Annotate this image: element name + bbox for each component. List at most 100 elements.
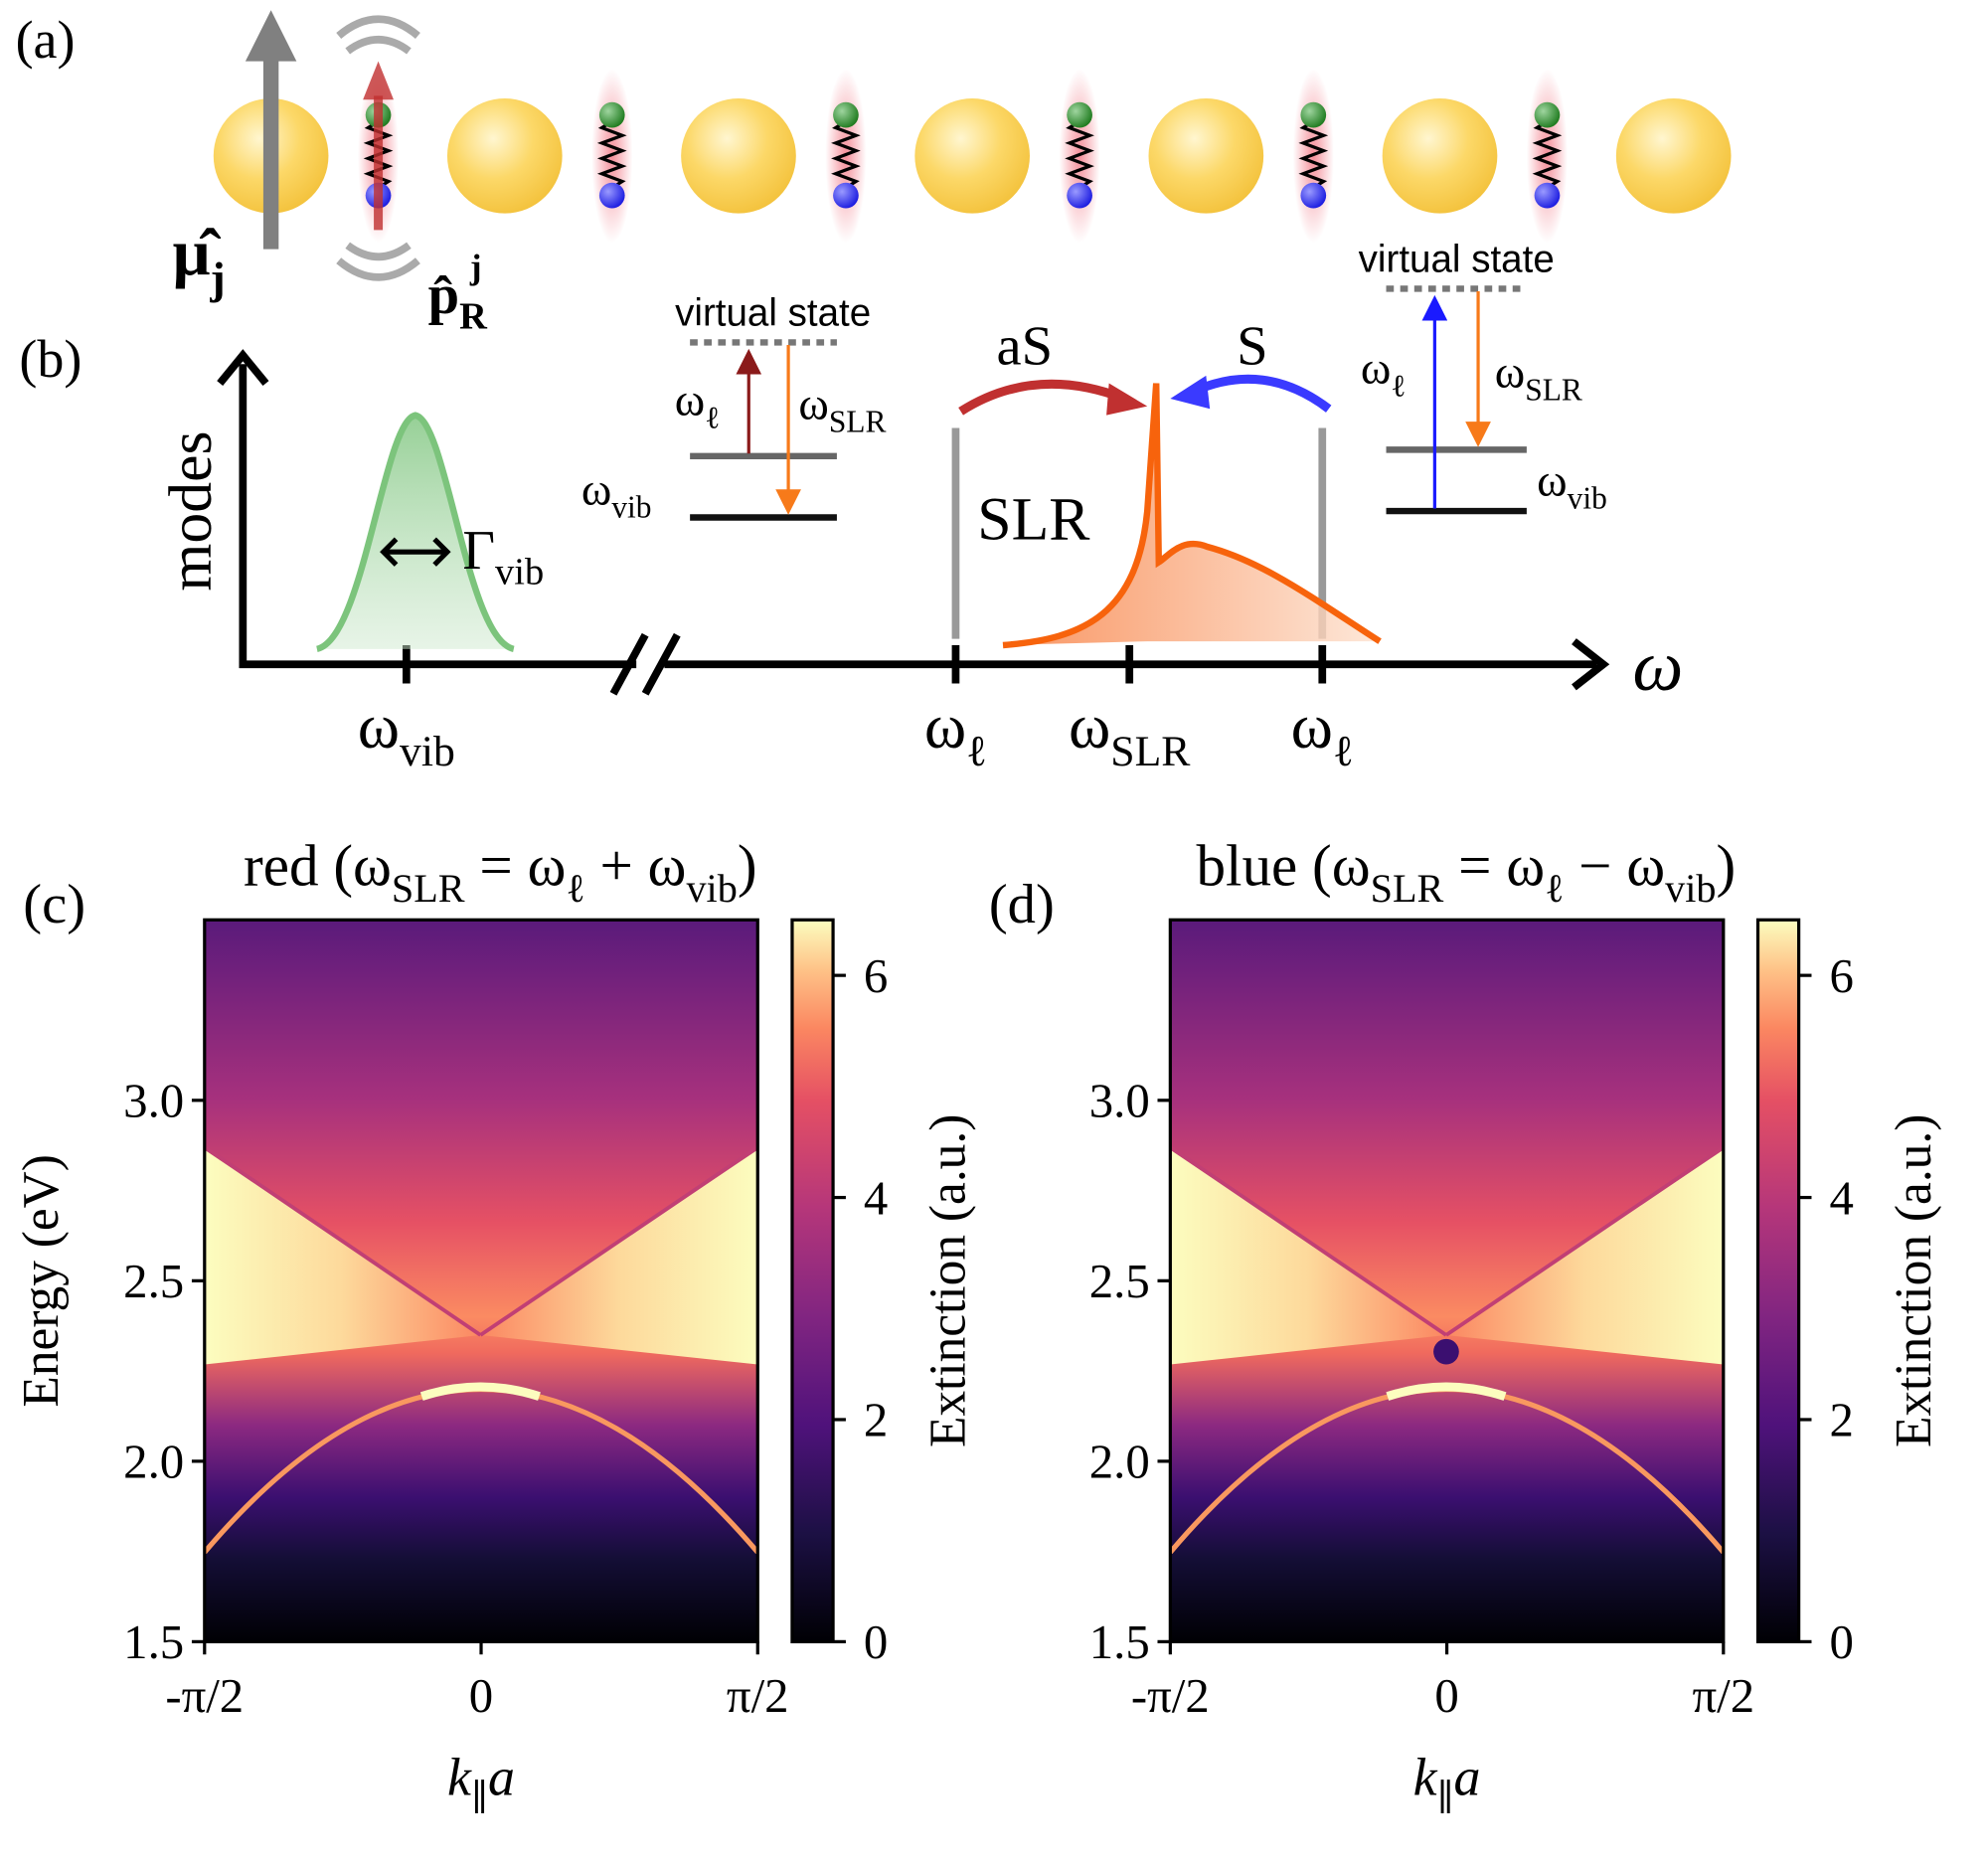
y-tick-label: 1.5 bbox=[1089, 1614, 1150, 1669]
y-tick-label: 3.0 bbox=[123, 1074, 184, 1128]
colorbar-tick-label: 2 bbox=[864, 1393, 888, 1447]
x-tick-label-sub: ℓ bbox=[1333, 728, 1354, 775]
linewidth-label-sub: vib bbox=[495, 552, 544, 593]
colorbar-label: Extinction (a.u.) bbox=[919, 1114, 976, 1447]
x-axis-label-run: ω bbox=[1633, 626, 1684, 706]
emission-label-run: ω bbox=[1495, 347, 1525, 398]
x-tick-label-run: ω bbox=[358, 691, 400, 762]
x-tick-label: π/2 bbox=[727, 1668, 789, 1723]
raman-label: p̂Rj bbox=[428, 248, 488, 338]
x-axis-label-run: k bbox=[447, 1748, 472, 1807]
anti-stokes-label: aS bbox=[997, 315, 1054, 377]
colorbar-tick-label: 6 bbox=[1829, 948, 1853, 1003]
x-tick-label-run: ω bbox=[1069, 691, 1110, 762]
y-axis-label-run: modes bbox=[157, 431, 225, 592]
panel-title-sub: vib bbox=[1665, 866, 1716, 911]
pump-label: ωℓ bbox=[675, 376, 721, 435]
x-tick-label: 0 bbox=[1434, 1668, 1458, 1723]
panel-title-run: − bbox=[1564, 833, 1626, 899]
colorbar bbox=[790, 918, 835, 1643]
x-tick-label-sub: vib bbox=[400, 728, 455, 775]
x-tick-label-run: ω bbox=[1291, 691, 1333, 762]
x-axis-label-run: k bbox=[1413, 1748, 1438, 1807]
panel-title-run: ω bbox=[1626, 833, 1665, 899]
pump-label-run: ω bbox=[675, 376, 705, 426]
pump-label-run: ω bbox=[1361, 344, 1391, 395]
raman-label-run: p̂ bbox=[428, 264, 459, 326]
emission-label-run: ω bbox=[798, 380, 828, 430]
x-axis-label-run: a bbox=[1454, 1748, 1481, 1807]
panel-label-run: (b) bbox=[19, 329, 82, 389]
colorbar-tick-label: 0 bbox=[1829, 1614, 1853, 1669]
x-axis-label-run: a bbox=[488, 1748, 515, 1807]
panel-label-run: (c) bbox=[23, 874, 85, 935]
x-axis-label-sub: ∥ bbox=[471, 1778, 488, 1818]
y-axis-label: modes bbox=[157, 431, 225, 592]
stokes-label: S bbox=[1237, 315, 1267, 377]
anti-stokes-label-run: aS bbox=[997, 315, 1054, 377]
panel-title-run: ) bbox=[1717, 833, 1737, 899]
mode-axes bbox=[217, 349, 1610, 696]
slr-label: SLR bbox=[977, 485, 1090, 553]
panel-title-sub: ℓ bbox=[1545, 866, 1564, 911]
pump-label: ωℓ bbox=[1361, 344, 1407, 404]
x-axis-label-sub: ∥ bbox=[1437, 1778, 1454, 1818]
y-tick-label: 2.0 bbox=[123, 1435, 184, 1489]
colorbar-tick-label: 4 bbox=[864, 1170, 888, 1225]
colorbar bbox=[1755, 918, 1801, 1643]
raman-label-sub: R bbox=[459, 296, 488, 338]
panel-title-run: = bbox=[1443, 833, 1506, 899]
colorbar-tick-label: 6 bbox=[864, 948, 888, 1003]
panel-title-run: = bbox=[465, 833, 528, 899]
pump-label-sub: ℓ bbox=[705, 401, 720, 435]
x-tick-label: ωSLR bbox=[1069, 691, 1191, 775]
slr-label-run: SLR bbox=[977, 485, 1090, 553]
vibration-label: ωvib bbox=[581, 465, 652, 525]
dipole-arrows bbox=[245, 10, 420, 281]
panel-title: red (ωSLR = ωℓ + ωvib) bbox=[244, 833, 756, 912]
panel-title-run: ) bbox=[738, 833, 757, 899]
panel-title-sub: SLR bbox=[392, 866, 465, 911]
colorbar-tick-label: 4 bbox=[1829, 1170, 1853, 1225]
x-axis-label: k∥a bbox=[447, 1748, 515, 1818]
x-tick-label: 0 bbox=[469, 1668, 493, 1723]
dipole-label-sub: j bbox=[210, 254, 226, 303]
y-tick-label: 2.5 bbox=[123, 1254, 184, 1308]
x-axis-label: ω bbox=[1633, 626, 1684, 706]
x-tick-label: -π/2 bbox=[165, 1668, 244, 1723]
x-tick-label: ωvib bbox=[358, 691, 455, 775]
spectra bbox=[315, 374, 1382, 652]
pump-label-sub: ℓ bbox=[1391, 368, 1406, 403]
y-axis-label: Energy (eV) bbox=[13, 1154, 70, 1407]
panel-title-sub: vib bbox=[686, 866, 737, 911]
vibration-label-run: ω bbox=[581, 465, 611, 516]
panel-label: (a) bbox=[16, 10, 76, 70]
diagram-title: virtual state bbox=[675, 292, 871, 335]
panel-title-run: red ( bbox=[244, 833, 353, 899]
vibration-label-sub: vib bbox=[1568, 481, 1607, 516]
colorbar-label: Extinction (a.u.) bbox=[1886, 1114, 1942, 1447]
vibration-label: ωvib bbox=[1537, 456, 1607, 516]
colorbar-tick-label: 0 bbox=[864, 1614, 888, 1669]
x-tick-label-sub: SLR bbox=[1110, 728, 1191, 775]
panel-title-run: + bbox=[585, 833, 648, 899]
x-tick-label: -π/2 bbox=[1131, 1668, 1210, 1723]
x-tick-label-run: ω bbox=[924, 691, 966, 762]
x-tick-label-sub: ℓ bbox=[966, 728, 987, 775]
emission-label-sub: SLR bbox=[829, 404, 887, 438]
panel-title-run: ω bbox=[1506, 833, 1545, 899]
panel-label-run: (d) bbox=[989, 874, 1055, 935]
stokes-label-run: S bbox=[1237, 315, 1267, 377]
x-tick-label: π/2 bbox=[1692, 1668, 1754, 1723]
y-axis-label-run: Energy (eV) bbox=[13, 1154, 70, 1407]
energy-diagrams bbox=[690, 285, 1527, 521]
emission-label: ωSLR bbox=[798, 380, 886, 439]
panel-title-sub: SLR bbox=[1371, 866, 1444, 911]
panel-title-run: blue ( bbox=[1196, 833, 1331, 899]
panel-title-run: ω bbox=[528, 833, 567, 899]
x-tick-label: ωℓ bbox=[1291, 691, 1354, 775]
emission-label: ωSLR bbox=[1495, 347, 1582, 407]
x-axis-label: k∥a bbox=[1413, 1748, 1481, 1818]
colorbar-tick-label: 2 bbox=[1829, 1393, 1853, 1447]
